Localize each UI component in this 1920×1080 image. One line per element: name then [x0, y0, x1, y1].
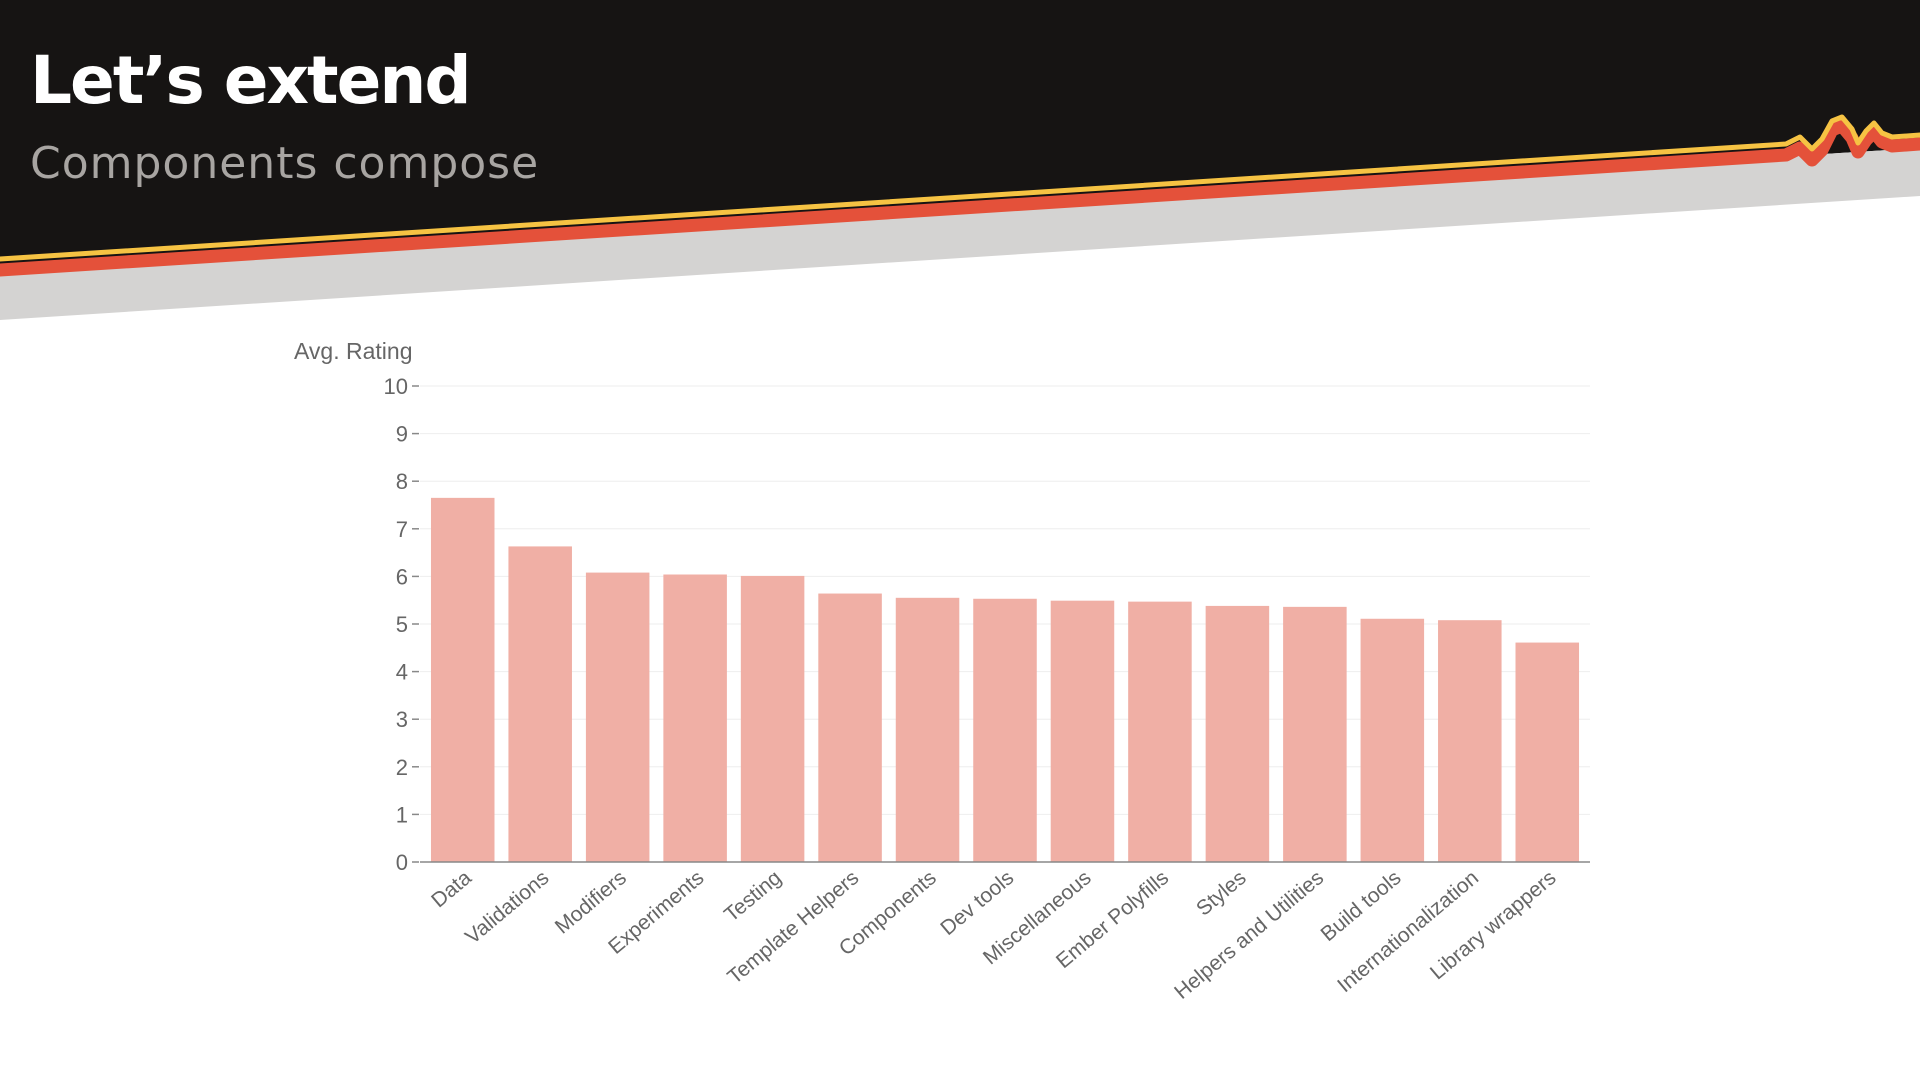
bar: [663, 574, 727, 862]
slide-subtitle: Components compose: [30, 138, 540, 189]
bar: [818, 593, 882, 862]
y-tick-label: 7: [396, 517, 408, 542]
y-tick-label: 1: [396, 802, 408, 827]
header-red-stripe: [0, 119, 1920, 277]
y-tick-label: 0: [396, 850, 408, 875]
bar: [740, 575, 805, 862]
bar: [1050, 600, 1115, 862]
bar: [1205, 605, 1270, 862]
y-tick-label: 6: [396, 564, 408, 589]
bar: [1360, 618, 1425, 862]
y-tick-label: 9: [396, 422, 408, 447]
header-banner: [0, 0, 1920, 320]
header-yellow-stripe: [0, 114, 1920, 262]
header-background: [0, 0, 1920, 268]
bar: [895, 597, 960, 862]
y-tick-label: 8: [396, 469, 408, 494]
bar: [973, 598, 1037, 862]
y-tick-label: 5: [396, 612, 408, 637]
bar: [508, 546, 572, 862]
bar: [1438, 620, 1502, 862]
header-gray-stripe: [0, 148, 1920, 320]
x-tick-label: Validations: [461, 866, 553, 949]
y-tick-label: 3: [396, 707, 408, 732]
bar: [430, 497, 495, 862]
x-tick-label: Template Helpers: [723, 866, 863, 989]
y-axis-label: Avg. Rating: [294, 338, 412, 364]
y-tick-label: 10: [384, 374, 408, 399]
x-tick-label: Testing: [720, 866, 786, 926]
x-tick-label: Styles: [1192, 866, 1251, 920]
y-tick-label: 4: [396, 660, 408, 685]
x-tick-label: Data: [427, 866, 476, 912]
bar: [585, 572, 650, 862]
slide-title: Let’s extend: [30, 42, 472, 119]
bar: [1283, 606, 1347, 862]
x-tick-label: Internationalization: [1333, 866, 1483, 997]
y-ticks: 0 1 2 3 4 5 6 7 8 9 10: [384, 374, 419, 875]
bar: [1515, 642, 1580, 862]
x-tick-label: Helpers and Utilities: [1170, 866, 1328, 1004]
bars: [430, 497, 1580, 862]
bar: [1128, 601, 1192, 862]
y-tick-label: 2: [396, 755, 408, 780]
